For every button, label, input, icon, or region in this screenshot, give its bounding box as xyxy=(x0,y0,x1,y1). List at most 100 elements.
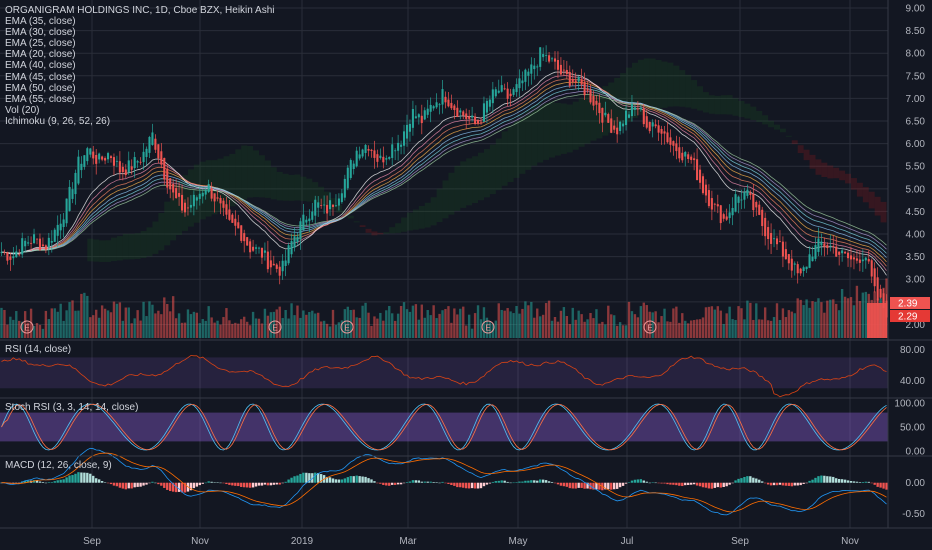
legend-ema-55[interactable]: EMA (55, close) xyxy=(5,93,76,105)
candle-body xyxy=(645,116,648,128)
rsi-label[interactable]: RSI (14, close) xyxy=(5,344,72,355)
price-tag-label: 2.39 xyxy=(898,299,918,310)
macd-histogram-bar xyxy=(83,472,86,483)
candle-body xyxy=(65,198,68,224)
volume-bar xyxy=(701,317,705,338)
volume-bar xyxy=(799,299,802,338)
volume-bar xyxy=(639,306,643,338)
volume-bar xyxy=(35,323,39,338)
candle-body xyxy=(112,157,115,166)
volume-bar xyxy=(553,316,557,338)
stoch-rsi-label[interactable]: Stoch RSI (3, 3, 14, 14, close) xyxy=(5,402,139,413)
candle-body xyxy=(826,245,829,248)
macd-histogram-bar xyxy=(331,478,335,483)
price-axis[interactable]: 9.00 8.50 8.00 7.50 7.00 6.50 6.00 5.50 5.00 4.50… xyxy=(894,4,925,521)
price-tick-label: 7.50 xyxy=(906,71,926,82)
legend-ema-30[interactable]: EMA (30, close) xyxy=(5,27,76,39)
candle-body xyxy=(787,254,790,264)
candle-body xyxy=(503,88,506,90)
macd-histogram-bar xyxy=(254,482,258,487)
cloud-segment xyxy=(170,191,177,241)
time-tick-label: 2019 xyxy=(291,536,314,547)
macd-label[interactable]: MACD (12, 26, close, 9) xyxy=(5,460,112,471)
macd-histogram-bar xyxy=(210,481,213,483)
volume-bar xyxy=(322,320,326,338)
macd-histogram-bar xyxy=(192,482,196,489)
volume-bar xyxy=(808,307,811,338)
cloud-segment xyxy=(140,231,147,258)
volume-bar xyxy=(243,316,246,338)
legend-ema-20[interactable]: EMA (20, close) xyxy=(5,49,76,61)
candle-body xyxy=(879,288,882,298)
cloud-segment xyxy=(330,198,336,210)
time-axis[interactable]: Sep Nov 2019 Mar May Jul Sep Nov xyxy=(83,536,859,547)
candle-body xyxy=(873,268,876,287)
volume-bar xyxy=(763,307,767,338)
legend-ema-35[interactable]: EMA (35, close) xyxy=(5,16,76,28)
macd-histogram-bar xyxy=(707,482,711,489)
cloud-segment xyxy=(560,103,567,154)
cloud-segment xyxy=(608,82,615,133)
volume-bar xyxy=(429,315,432,338)
cloud-segment xyxy=(105,240,111,262)
candle-body xyxy=(764,217,767,237)
candle-body xyxy=(163,157,166,180)
macd-histogram-bar xyxy=(53,481,56,483)
legend-ema-50[interactable]: EMA (50, close) xyxy=(5,82,76,94)
volume-bar xyxy=(169,311,172,338)
earnings-circle xyxy=(481,320,495,334)
volume-bar xyxy=(399,306,403,338)
macd-histogram-bar xyxy=(704,482,708,488)
macd-histogram-bar xyxy=(811,479,814,483)
macd-histogram-bar xyxy=(417,480,421,483)
grid-lines xyxy=(0,0,888,528)
volume-bar xyxy=(441,310,444,338)
macd-histogram-bar xyxy=(550,481,554,483)
macd-histogram-bar xyxy=(343,478,347,483)
candle-body xyxy=(337,198,340,206)
volume-bar xyxy=(337,322,341,338)
macd-histogram-bar xyxy=(174,482,178,493)
volume-bar xyxy=(50,308,53,338)
candle-body xyxy=(793,263,796,265)
candle-body xyxy=(838,251,841,255)
candle-body xyxy=(183,202,187,213)
legend-ema-45[interactable]: EMA (45, close) xyxy=(5,71,76,83)
candle-body xyxy=(707,190,710,207)
legend-ema-25[interactable]: EMA (25, close) xyxy=(5,38,76,50)
cloud-segment xyxy=(809,154,816,169)
macd-histogram-bar xyxy=(296,475,299,483)
macd-histogram-bar xyxy=(817,476,820,483)
cloud-segment xyxy=(99,240,106,262)
macd-histogram-bar xyxy=(231,482,234,486)
chart-title[interactable]: ORGANIGRAM HOLDINGS INC, 1D, Cboe BZX, H… xyxy=(5,5,275,16)
candle-body xyxy=(539,47,542,67)
macd-histogram-bar xyxy=(240,482,243,487)
volume-bar xyxy=(408,311,412,338)
cloud-segment xyxy=(839,170,846,181)
volume-bar xyxy=(633,314,637,338)
candle-body xyxy=(420,115,423,124)
legend-volume[interactable]: Vol (20) xyxy=(5,104,40,116)
candle-body xyxy=(885,300,888,318)
candle-body xyxy=(50,241,53,243)
macd-histogram-bar xyxy=(530,480,533,483)
candle-body xyxy=(403,131,406,146)
macd-histogram-bar xyxy=(467,482,471,489)
candle-body xyxy=(340,193,343,203)
macd-histogram-bar xyxy=(198,482,201,486)
macd-histogram-bar xyxy=(663,482,666,484)
volume-bar xyxy=(18,320,21,338)
volume-bar xyxy=(346,306,349,338)
legend-ema-40[interactable]: EMA (40, close) xyxy=(5,60,76,72)
macd-histogram-bar xyxy=(521,481,524,483)
macd-histogram-bar xyxy=(346,477,349,483)
candle-body xyxy=(417,114,420,118)
earnings-label: E xyxy=(272,324,277,333)
ema-line xyxy=(1,84,887,258)
macd-histogram-bar xyxy=(180,482,184,493)
candle-body xyxy=(639,107,642,109)
volume-bar xyxy=(775,303,779,338)
legend-ichimoku[interactable]: Ichimoku (9, 26, 52, 26) xyxy=(5,115,111,127)
